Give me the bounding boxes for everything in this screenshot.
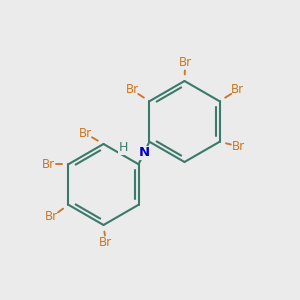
Text: Br: Br <box>42 158 56 171</box>
Text: Br: Br <box>178 56 192 70</box>
Text: Br: Br <box>232 140 245 153</box>
Text: Br: Br <box>79 127 92 140</box>
Text: Br: Br <box>99 236 112 250</box>
Text: N: N <box>138 146 150 160</box>
Text: Br: Br <box>125 83 139 96</box>
Text: Br: Br <box>45 210 58 223</box>
Text: Br: Br <box>231 83 244 96</box>
Text: H: H <box>119 141 128 154</box>
